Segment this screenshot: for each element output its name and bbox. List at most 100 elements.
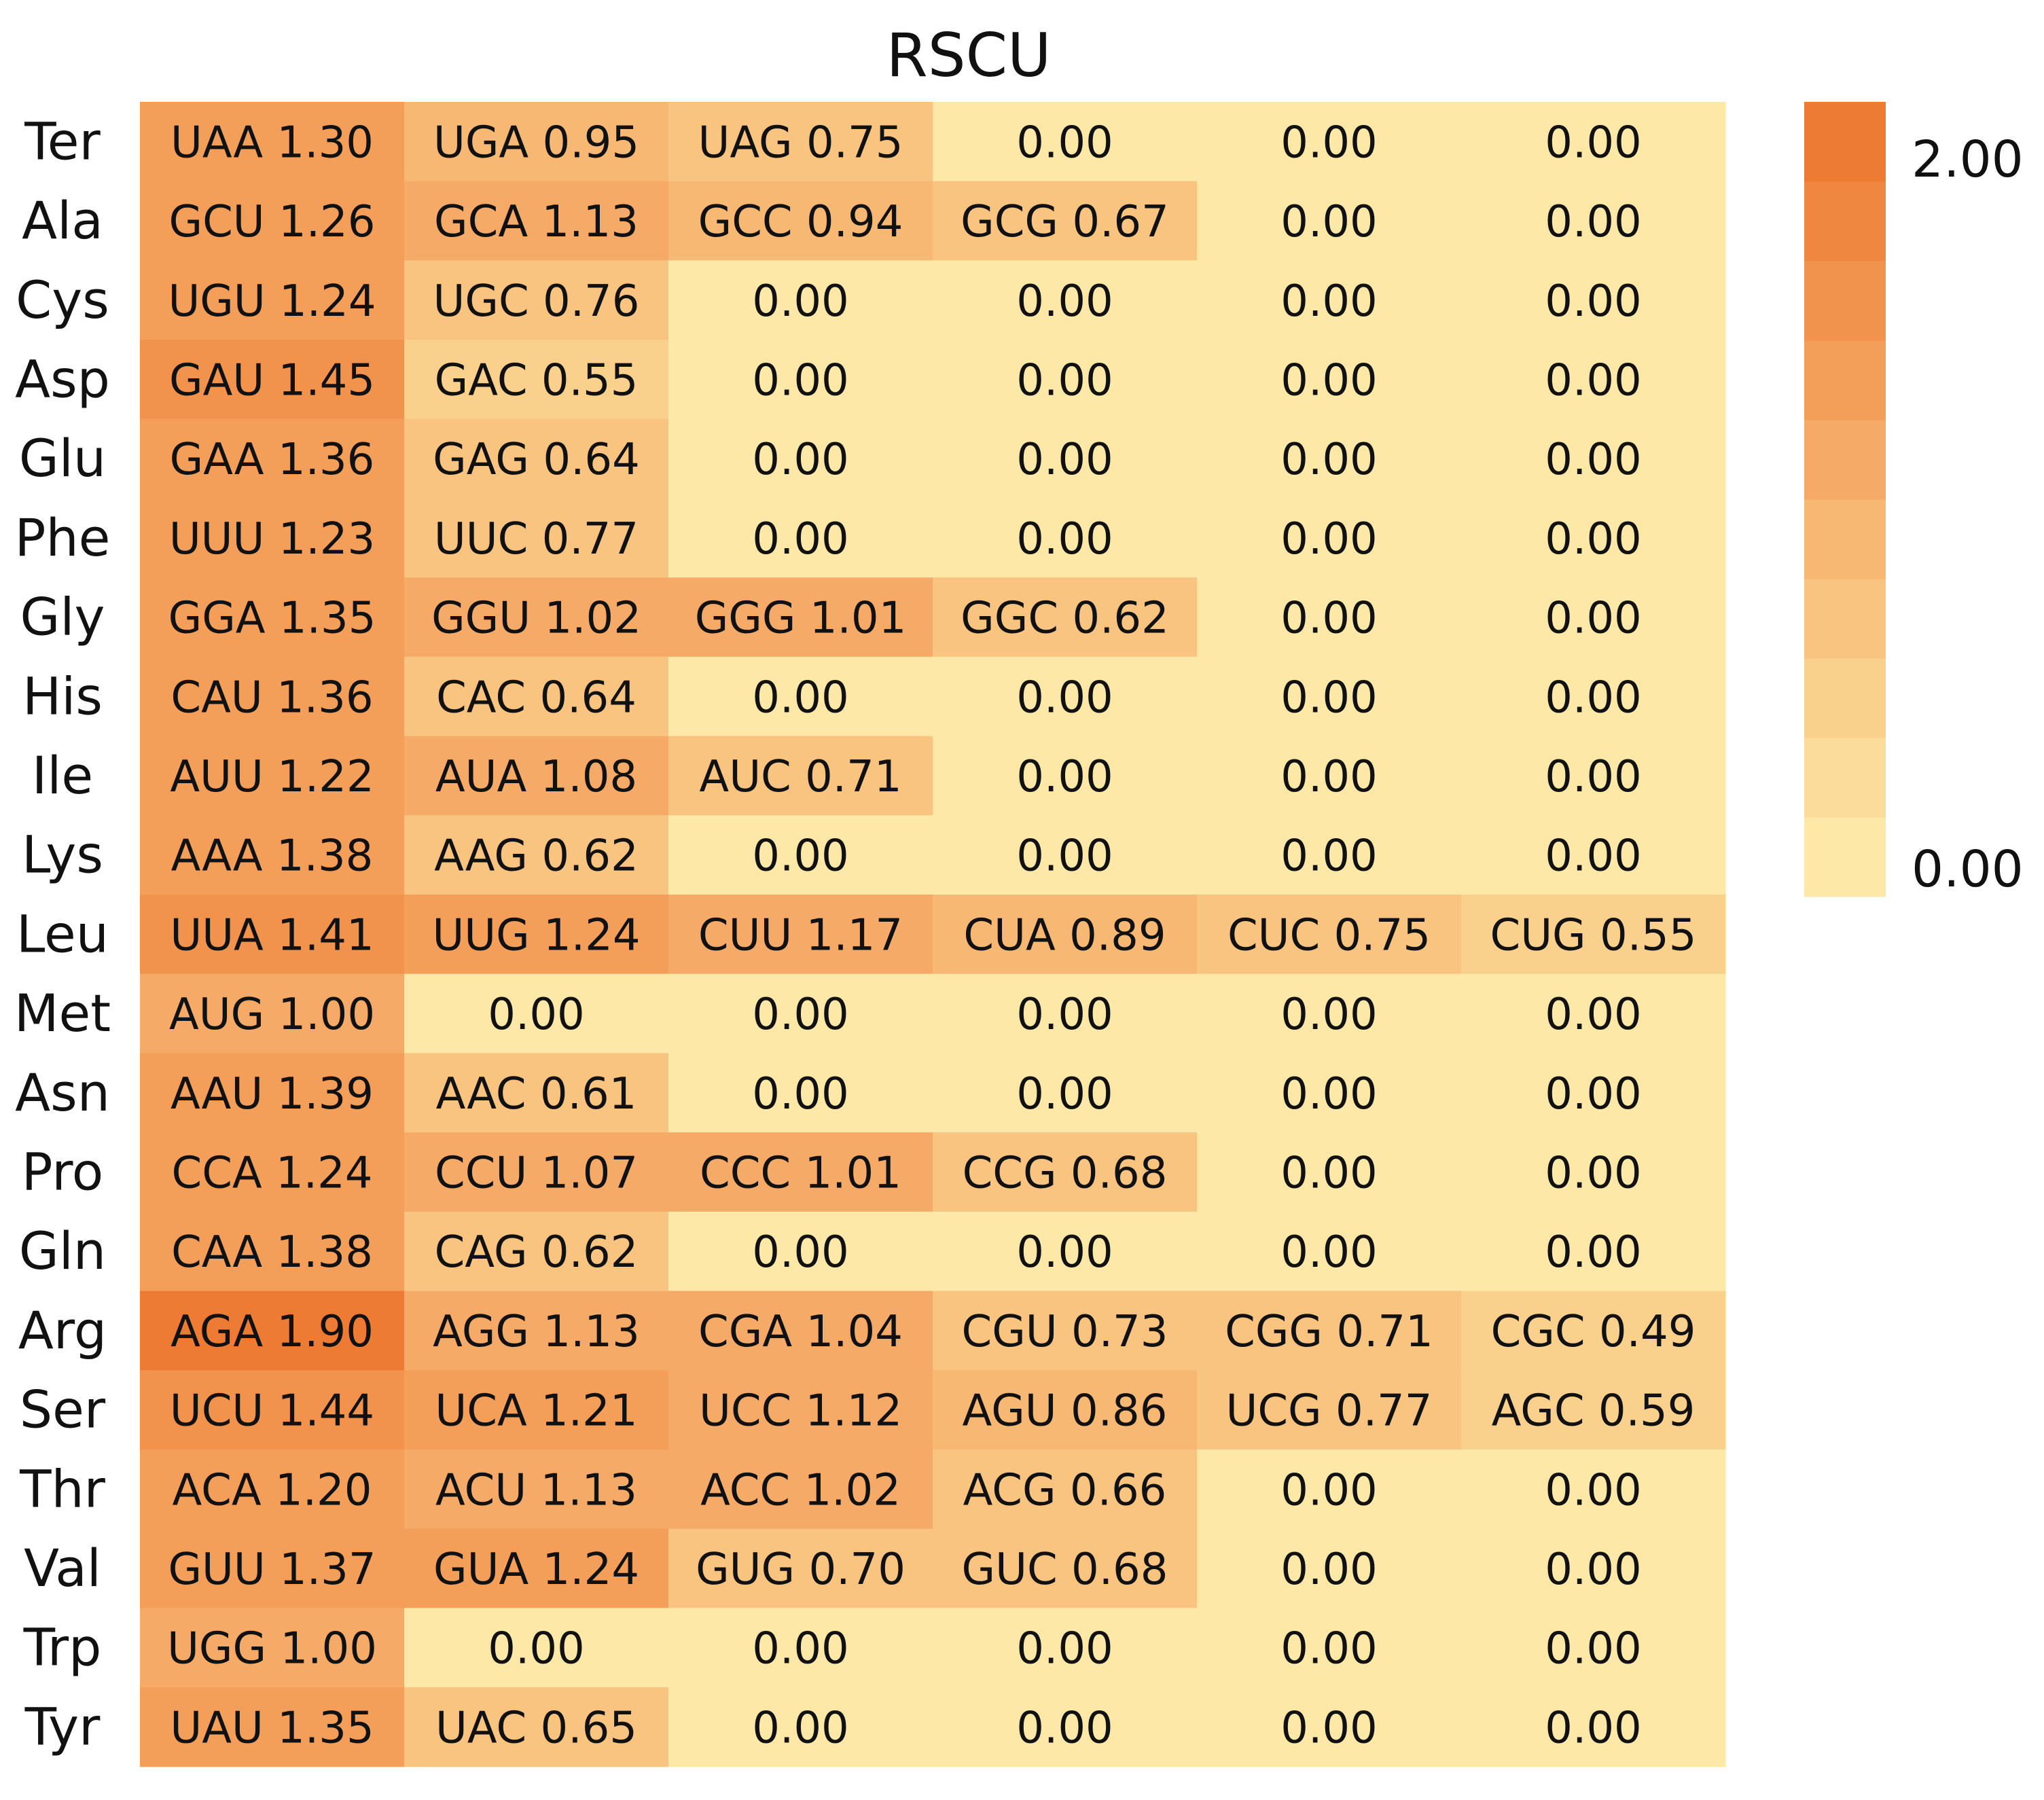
- heatmap-cell: [668, 1211, 933, 1292]
- heatmap-cell: [140, 1687, 405, 1767]
- cell-label: 0.00: [752, 1069, 849, 1119]
- cell-label: ACC 1.02: [700, 1465, 901, 1515]
- cell-label: 0.00: [752, 831, 849, 882]
- cell-label: CGA 1.04: [698, 1307, 903, 1357]
- heatmap-cell: [404, 418, 669, 499]
- heatmap-cell: [668, 1608, 933, 1688]
- heatmap-cell: [668, 1132, 933, 1212]
- heatmap-cell: [404, 1132, 669, 1212]
- row-label-asn: Asn: [15, 1062, 110, 1123]
- cell-label: 0.00: [1280, 1465, 1378, 1515]
- cell-label: ACG 0.66: [963, 1465, 1167, 1515]
- heatmap-cell: [1197, 1053, 1462, 1133]
- heatmap-cell: [404, 815, 669, 895]
- cell-label: UCG 0.77: [1226, 1386, 1433, 1437]
- heatmap-cell: [140, 973, 405, 1054]
- heatmap-cell: [140, 418, 405, 499]
- cell-label: 0.00: [1016, 1624, 1113, 1674]
- heatmap-cell: [404, 1449, 669, 1530]
- heatmap-cell: [1461, 1291, 1726, 1371]
- cell-label: AUC 0.71: [699, 752, 901, 802]
- heatmap-cell: [404, 498, 669, 578]
- heatmap-cell: [404, 1291, 669, 1371]
- row-label-ala: Ala: [22, 190, 103, 251]
- cell-label: GCA 1.13: [434, 197, 639, 247]
- cell-label: CCC 1.01: [700, 1148, 901, 1198]
- cell-label: UUG 1.24: [432, 910, 640, 960]
- cell-label: 0.00: [1280, 1227, 1378, 1278]
- heatmap-cell: [1461, 815, 1726, 895]
- cell-label: 0.00: [752, 672, 849, 723]
- heatmap-cell: [933, 656, 1198, 737]
- heatmap-cell: [933, 973, 1198, 1054]
- cell-label: 0.00: [1280, 276, 1378, 327]
- row-label-ile: Ile: [32, 745, 93, 806]
- cell-label: 0.00: [1545, 1069, 1642, 1119]
- heatmap-cell: [1461, 418, 1726, 499]
- heatmap-cell: [140, 1291, 405, 1371]
- heatmap-cell: [933, 181, 1198, 261]
- heatmap-cell: [140, 815, 405, 895]
- heatmap-cell: [933, 1449, 1198, 1530]
- heatmap-cell: [1197, 577, 1462, 658]
- heatmap-cell: [668, 1449, 933, 1530]
- heatmap-cell: [140, 1370, 405, 1450]
- heatmap-cell: [933, 736, 1198, 816]
- cell-label: 0.00: [1280, 514, 1378, 564]
- cell-label: UGA 0.95: [433, 118, 639, 168]
- heatmap-cell: [1197, 1370, 1462, 1450]
- heatmap-cell: [668, 102, 933, 182]
- cell-label: 0.00: [1545, 355, 1642, 406]
- heatmap-cell: [933, 1053, 1198, 1133]
- colorbar-segment: [1804, 817, 1886, 897]
- heatmap-cell: [668, 498, 933, 578]
- cell-label: AUU 1.22: [170, 752, 374, 802]
- cell-label: GUG 0.70: [696, 1545, 906, 1595]
- heatmap-cell: [140, 1528, 405, 1608]
- cell-label: AGA 1.90: [171, 1307, 374, 1357]
- heatmap-cell: [404, 1608, 669, 1688]
- heatmap-cell: [668, 1053, 933, 1133]
- heatmap-cell: [668, 1528, 933, 1608]
- heatmap-cell: [668, 1687, 933, 1767]
- heatmap-cell: [1461, 260, 1726, 340]
- cell-label: GAU 1.45: [169, 355, 375, 406]
- heatmap-cell: [668, 577, 933, 658]
- cell-label: 0.00: [1016, 276, 1113, 327]
- cell-label: 0.00: [752, 1227, 849, 1278]
- heatmap-cell: [140, 1449, 405, 1530]
- heatmap-cell: [933, 1211, 1198, 1292]
- cell-label: GAC 0.55: [435, 355, 639, 406]
- cell-label: 0.00: [1545, 990, 1642, 1040]
- cell-label: 0.00: [1545, 514, 1642, 564]
- cell-label: 0.00: [1545, 276, 1642, 327]
- cell-label: UAC 0.65: [435, 1703, 637, 1753]
- chart-title: RSCU: [886, 20, 1052, 90]
- heatmap-cell: [404, 340, 669, 420]
- heatmap-cell: [1461, 736, 1726, 816]
- cell-label: UGU 1.24: [168, 276, 376, 327]
- colorbar-segment: [1804, 420, 1886, 500]
- heatmap-cell: [1197, 340, 1462, 420]
- heatmap-cell: [668, 418, 933, 499]
- heatmap-cell: [668, 815, 933, 895]
- heatmap-cell: [1461, 973, 1726, 1054]
- cell-label: UAU 1.35: [170, 1703, 374, 1753]
- heatmap-cell: [140, 1608, 405, 1688]
- heatmap-cell: [404, 895, 669, 975]
- heatmap-cell: [668, 340, 933, 420]
- cell-label: GGU 1.02: [431, 594, 641, 644]
- cell-label: 0.00: [1280, 594, 1378, 644]
- cell-label: 0.00: [752, 276, 849, 327]
- heatmap-cell: [668, 260, 933, 340]
- heatmap-cell: [140, 181, 405, 261]
- heatmap-cell: [1461, 181, 1726, 261]
- heatmap-cell: [404, 973, 669, 1054]
- cell-label: 0.00: [1545, 831, 1642, 882]
- row-label-pro: Pro: [22, 1141, 104, 1202]
- heatmap-cell: [933, 418, 1198, 499]
- heatmap-cell: [140, 736, 405, 816]
- cell-label: 0.00: [1545, 594, 1642, 644]
- heatmap-cell: [140, 1132, 405, 1212]
